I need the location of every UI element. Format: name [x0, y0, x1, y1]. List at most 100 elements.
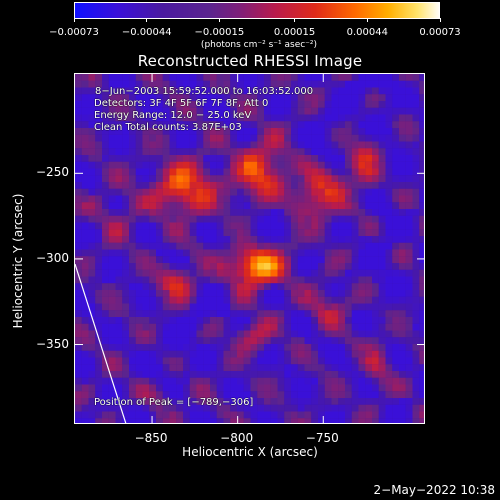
- heatmap-cell: [324, 357, 332, 365]
- heatmap-cell: [108, 168, 116, 176]
- heatmap-cell: [405, 128, 413, 135]
- heatmap-cell: [385, 134, 393, 142]
- heatmap-cell: [176, 404, 184, 412]
- heatmap-cell: [210, 148, 217, 156]
- heatmap-cell: [129, 303, 136, 311]
- heatmap-cell: [243, 175, 251, 183]
- heatmap-cell: [284, 168, 292, 176]
- heatmap-cell: [210, 377, 217, 385]
- heatmap-cell: [264, 215, 271, 223]
- heatmap-cell: [405, 114, 413, 122]
- heatmap-cell: [399, 134, 406, 142]
- heatmap-cell: [412, 404, 420, 412]
- heatmap-cell: [237, 350, 244, 358]
- heatmap-cell: [399, 121, 406, 129]
- heatmap-cell: [102, 290, 109, 297]
- heatmap-cell: [318, 101, 325, 108]
- heatmap-cell: [149, 296, 157, 304]
- heatmap-cell: [358, 411, 366, 419]
- heatmap-cell: [156, 114, 163, 122]
- info-line: 8−Jun−2003 15:59:52.000 to 16:03:52.000: [95, 86, 314, 97]
- heatmap-cell: [156, 80, 163, 88]
- heatmap-cell: [419, 269, 424, 277]
- heatmap-cell: [399, 87, 406, 95]
- heatmap-cell: [210, 87, 217, 95]
- heatmap-cell: [162, 344, 170, 351]
- heatmap-cell: [149, 215, 157, 223]
- heatmap-cell: [230, 404, 238, 412]
- heatmap-cell: [189, 161, 197, 169]
- heatmap-cell: [230, 101, 238, 108]
- heatmap-cell: [270, 364, 278, 372]
- heatmap-cell: [169, 134, 177, 142]
- heatmap-cell: [419, 398, 424, 405]
- heatmap-cell: [216, 168, 224, 176]
- heatmap-cell: [291, 249, 298, 257]
- heatmap-cell: [378, 256, 386, 264]
- heatmap-cell: [243, 398, 251, 405]
- heatmap-cell: [237, 364, 244, 372]
- heatmap-cell: [183, 141, 190, 149]
- heatmap-cell: [135, 141, 143, 149]
- heatmap-cell: [277, 377, 285, 385]
- heatmap-cell: [129, 114, 136, 122]
- heatmap-cell: [162, 310, 170, 318]
- heatmap-cell: [230, 263, 238, 270]
- heatmap-cell: [88, 188, 96, 196]
- heatmap-cell: [156, 344, 163, 351]
- heatmap-cell: [129, 175, 136, 183]
- heatmap-cell: [169, 371, 177, 378]
- heatmap-cell: [412, 74, 420, 81]
- heatmap-cell: [243, 290, 251, 297]
- heatmap-cell: [277, 215, 285, 223]
- heatmap-cell: [304, 377, 312, 385]
- heatmap-cell: [102, 141, 109, 149]
- heatmap-cell: [216, 94, 224, 102]
- heatmap-cell: [237, 310, 244, 318]
- heatmap-cell: [223, 418, 231, 423]
- heatmap-cell: [419, 404, 424, 412]
- heatmap-cell: [156, 236, 163, 243]
- heatmap-cell: [156, 242, 163, 250]
- heatmap-cell: [210, 107, 217, 115]
- heatmap-cell: [75, 249, 82, 257]
- heatmap-cell: [122, 242, 130, 250]
- heatmap-cell: [385, 344, 393, 351]
- heatmap-cell: [102, 269, 109, 277]
- heatmap-cell: [378, 269, 386, 277]
- heatmap-cell: [203, 94, 211, 102]
- heatmap-cell: [351, 168, 359, 176]
- heatmap-cell: [243, 87, 251, 95]
- heatmap-cell: [102, 161, 109, 169]
- heatmap-cell: [189, 242, 197, 250]
- heatmap-cell: [385, 155, 393, 162]
- heatmap-cell: [331, 87, 339, 95]
- heatmap-cell: [277, 242, 285, 250]
- heatmap-cell: [399, 94, 406, 102]
- heatmap-cell: [324, 121, 332, 129]
- heatmap-cell: [372, 317, 379, 324]
- heatmap-cell: [203, 276, 211, 284]
- heatmap-cell: [108, 404, 116, 412]
- heatmap-cell: [102, 303, 109, 311]
- heatmap-cell: [277, 323, 285, 331]
- heatmap-cell: [311, 384, 319, 392]
- heatmap-cell: [419, 391, 424, 399]
- heatmap-cell: [162, 391, 170, 399]
- heatmap-cell: [372, 141, 379, 149]
- heatmap-cell: [264, 107, 271, 115]
- heatmap-cell: [372, 371, 379, 378]
- heatmap-cell: [365, 364, 373, 372]
- heatmap-cell: [108, 236, 116, 243]
- heatmap-cell: [149, 80, 157, 88]
- heatmap-cell: [122, 337, 130, 345]
- heatmap-cell: [230, 357, 238, 365]
- heatmap-cell: [115, 128, 123, 135]
- heatmap-cell: [338, 114, 346, 122]
- heatmap-cell: [378, 330, 386, 338]
- heatmap-cell: [75, 80, 82, 88]
- heatmap-cell: [345, 296, 352, 304]
- heatmap-cell: [311, 121, 319, 129]
- heatmap-cell: [291, 121, 298, 129]
- heatmap-cell: [149, 384, 157, 392]
